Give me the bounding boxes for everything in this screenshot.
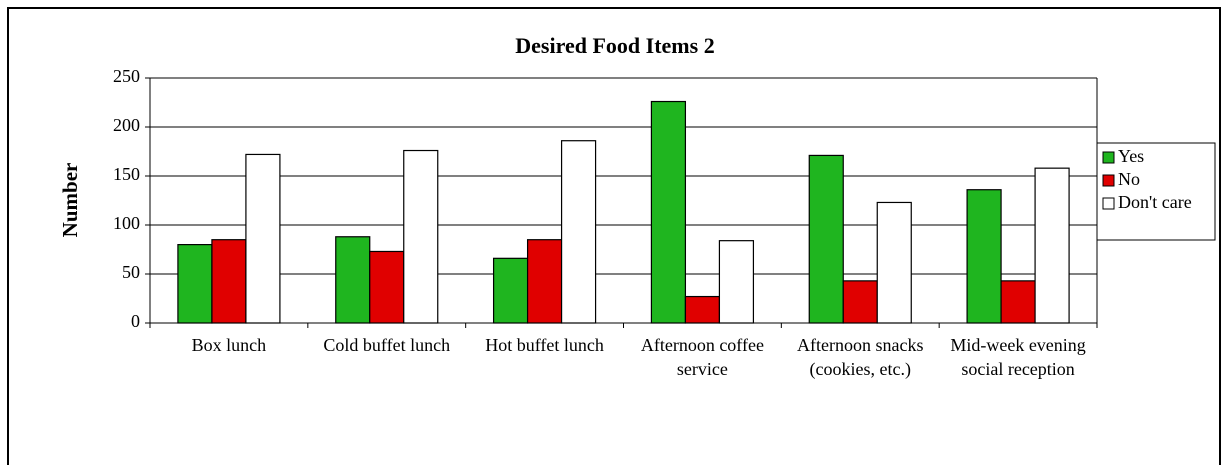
bar — [177, 244, 213, 324]
bar — [650, 100, 687, 324]
y-tick-label: 50 — [122, 262, 140, 282]
bar — [335, 236, 371, 324]
legend-swatch — [1102, 151, 1115, 164]
x-tick-label: Hot buffet lunch — [485, 335, 604, 355]
x-tick-label-box: Hot buffet lunch — [485, 335, 604, 355]
x-tick-label-box: Afternoon snacks (cookies, etc.) — [797, 335, 924, 379]
y-tick-label: 100 — [113, 213, 140, 233]
bar — [966, 189, 1002, 324]
x-tick-label: Mid-week evening social reception — [950, 335, 1086, 379]
y-tick-label: 200 — [113, 115, 140, 135]
bar — [808, 154, 844, 324]
x-tick-label: Cold buffet lunch — [323, 335, 451, 355]
chart-title: Desired Food Items 2 — [515, 33, 714, 58]
x-tick-label: Box lunch — [191, 335, 267, 355]
bar — [842, 280, 878, 324]
bar — [876, 201, 912, 324]
x-tick-label: Afternoon snacks (cookies, etc.) — [797, 335, 924, 379]
bar — [526, 239, 563, 324]
bar — [560, 140, 597, 324]
bar — [684, 295, 721, 324]
bar — [718, 240, 755, 324]
x-tick-label: Afternoon coffee service — [640, 335, 764, 379]
bar — [211, 239, 247, 324]
bar — [492, 257, 529, 324]
x-tick-label-box: Mid-week evening social reception — [950, 335, 1086, 379]
y-axis-label: Number — [58, 163, 82, 238]
legend-label: Don't care — [1118, 192, 1192, 212]
y-tick-label: 0 — [131, 311, 140, 331]
bar — [245, 153, 281, 324]
chart-frame — [7, 7, 1221, 465]
legend-swatch — [1102, 174, 1115, 187]
bar — [1034, 167, 1070, 324]
x-tick-label-box: Box lunch — [191, 335, 267, 355]
legend-label: No — [1118, 169, 1140, 189]
y-tick-label: 150 — [113, 164, 140, 184]
legend-label: Yes — [1118, 146, 1144, 166]
legend-swatch — [1102, 197, 1115, 210]
y-tick-label: 250 — [113, 66, 140, 86]
x-tick-label-box: Afternoon coffee service — [640, 335, 764, 379]
bar — [369, 250, 405, 324]
x-tick-label-box: Cold buffet lunch — [323, 335, 451, 355]
bar — [403, 149, 439, 324]
legend-box — [1096, 142, 1216, 241]
bar — [1000, 280, 1036, 324]
